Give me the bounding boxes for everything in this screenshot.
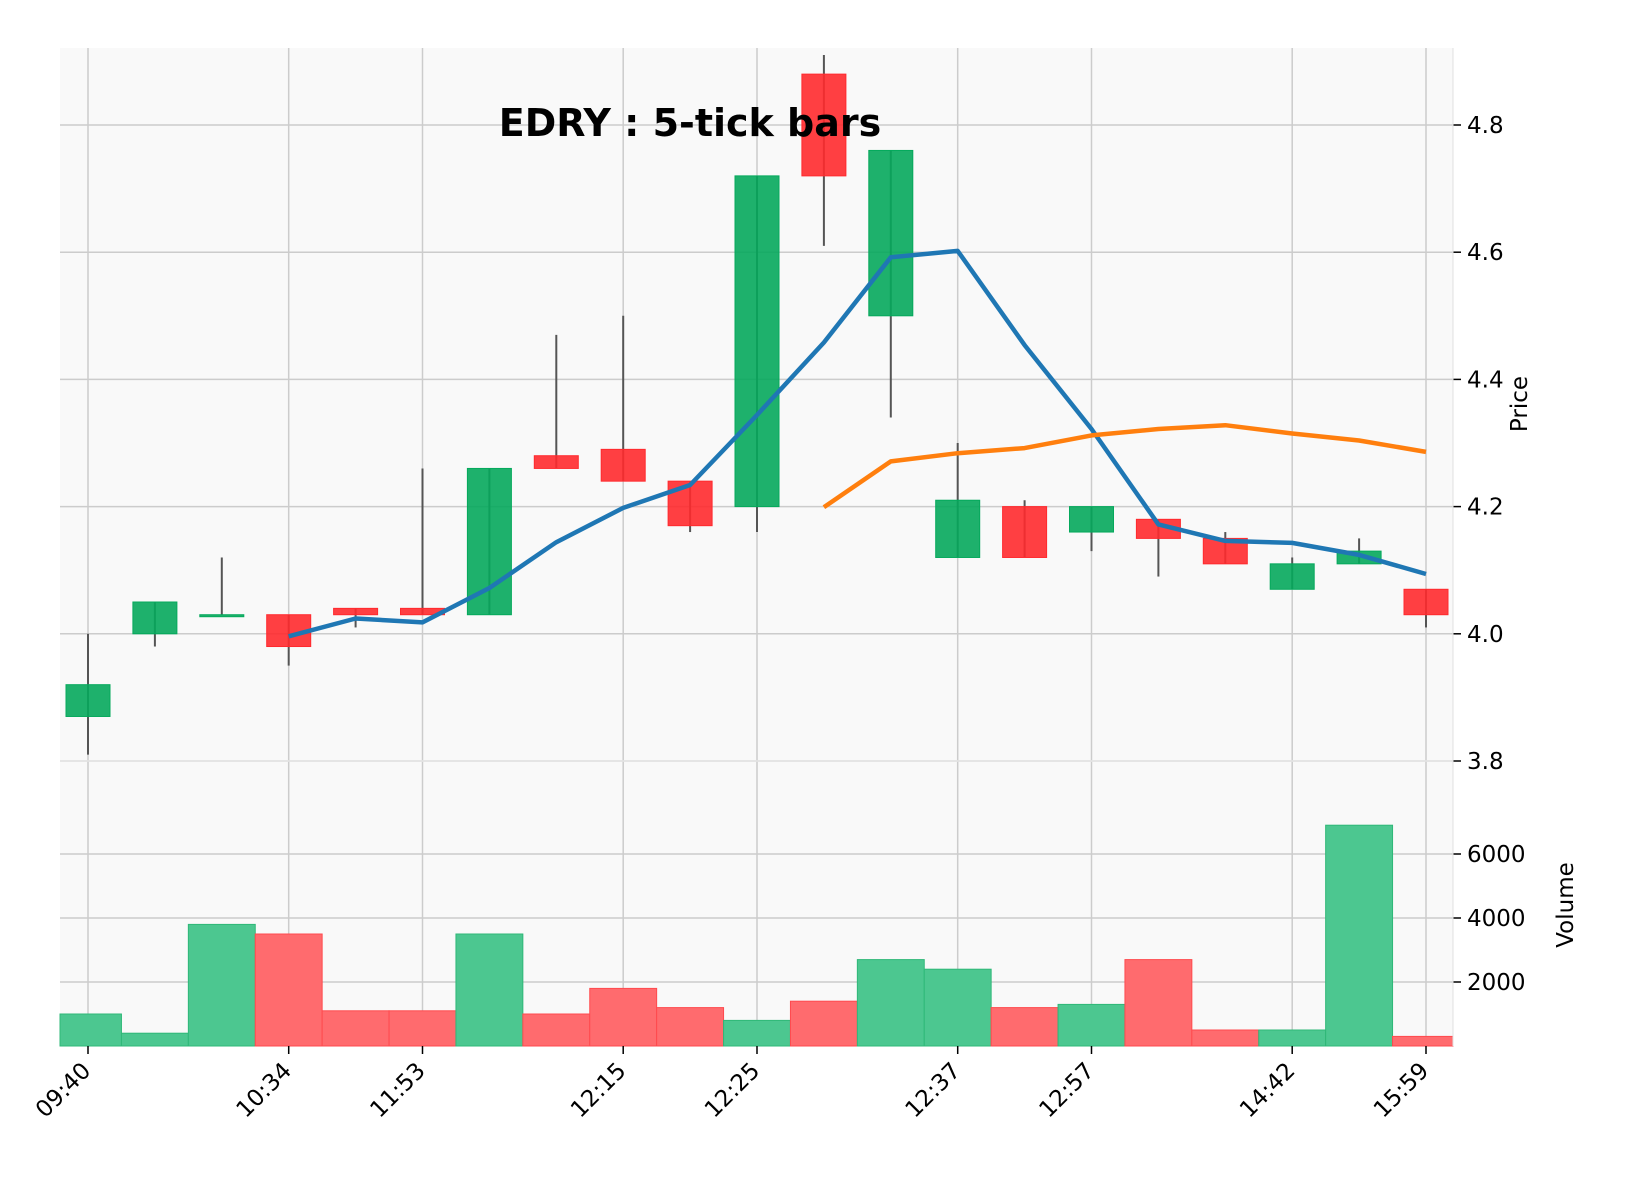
price-tick-label: 4.2 — [1467, 495, 1504, 521]
volume-bar — [1057, 1003, 1126, 1047]
volume-axis-label: Volume — [1553, 862, 1579, 948]
time-tick-label: 10:34 — [232, 1058, 297, 1123]
candle-body — [734, 175, 780, 508]
moving-average-line — [288, 248, 1427, 639]
candle-body — [1269, 563, 1315, 590]
volume-bar — [455, 933, 524, 1047]
volume-bar — [321, 1010, 390, 1047]
candle-body — [65, 684, 111, 717]
volume-bar — [1325, 824, 1394, 1047]
volume-bars — [59, 824, 1454, 1047]
time-tick-label: 11:53 — [365, 1058, 430, 1123]
price-tick-label: 4.6 — [1467, 240, 1504, 266]
chart-title: EDRY : 5-tick bars — [499, 101, 882, 145]
volume-bar — [187, 923, 256, 1047]
volume-bar — [923, 968, 992, 1047]
volume-bar — [59, 1013, 122, 1047]
volume-bar — [1258, 1029, 1327, 1047]
volume-tick-label: 4000 — [1467, 906, 1526, 932]
volume-bar — [254, 933, 323, 1047]
candle-body — [132, 601, 178, 635]
candle-body — [533, 455, 579, 469]
volume-bar — [656, 1007, 725, 1047]
candles — [65, 55, 1449, 755]
candle-body — [1002, 506, 1048, 558]
price-axis-label: Price — [1507, 376, 1533, 432]
volume-bar — [589, 987, 658, 1047]
volume-bar — [1191, 1029, 1260, 1047]
time-tick-label: 12:57 — [1034, 1058, 1099, 1123]
volume-bar — [522, 1013, 591, 1047]
volume-tick-label: 2000 — [1467, 970, 1526, 996]
candle-body — [868, 149, 914, 317]
volume-bar — [388, 1010, 457, 1047]
candle-body — [1403, 588, 1449, 616]
candle-body — [1069, 506, 1114, 533]
time-tick-label: 14:42 — [1235, 1058, 1300, 1123]
candle-body — [199, 614, 245, 618]
moving-average-lines — [288, 248, 1427, 639]
price-tick-label: 3.8 — [1467, 749, 1504, 775]
moving-average-line — [822, 422, 1427, 510]
volume-bar — [1124, 959, 1193, 1047]
volume-bar — [856, 959, 925, 1047]
candle-body — [667, 480, 713, 527]
time-tick-label: 09:40 — [31, 1058, 96, 1123]
time-tick-label: 15:59 — [1369, 1058, 1434, 1123]
price-tick-label: 4.0 — [1467, 622, 1504, 648]
candle-body — [266, 614, 312, 648]
volume-tick-label: 6000 — [1467, 842, 1526, 868]
volume-bar — [990, 1007, 1059, 1047]
time-tick-label: 12:37 — [901, 1058, 966, 1123]
candle-body — [935, 499, 981, 558]
candle-body — [801, 73, 847, 177]
volume-bar — [789, 1000, 858, 1047]
volume-bar — [1392, 1035, 1454, 1047]
price-tick-label: 4.8 — [1467, 113, 1504, 139]
price-tick-label: 4.4 — [1467, 367, 1504, 393]
candle-body — [466, 467, 512, 616]
time-tick-label: 12:25 — [700, 1058, 765, 1123]
candle-body — [333, 607, 379, 616]
time-tick-label: 12:15 — [566, 1058, 631, 1123]
candle-body — [600, 448, 646, 482]
volume-bar — [723, 1019, 791, 1047]
volume-bar — [120, 1032, 189, 1047]
